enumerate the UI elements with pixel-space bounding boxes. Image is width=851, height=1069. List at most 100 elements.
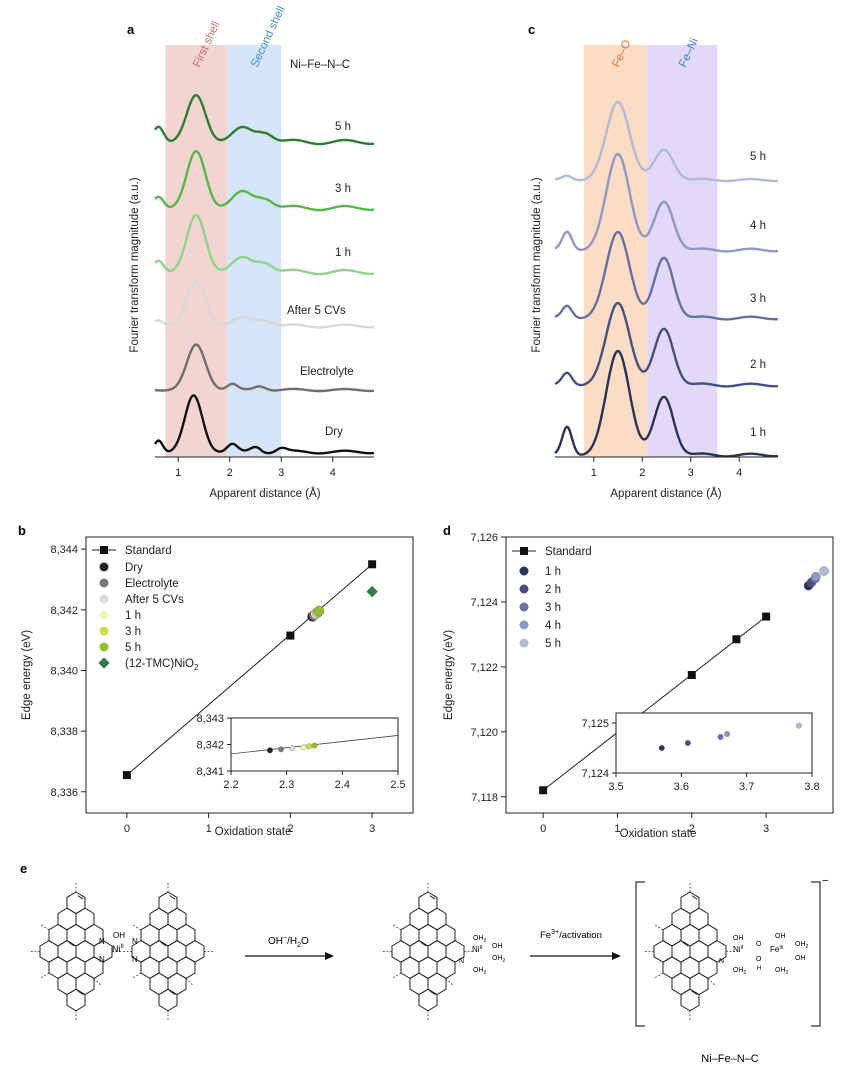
x-tick-label: 3 <box>688 467 694 479</box>
sample-point-4-h <box>811 571 821 582</box>
reference-point <box>366 585 378 598</box>
standard-point <box>687 671 696 679</box>
inset-sample-point <box>795 722 802 729</box>
ft-curve-1-h <box>154 214 375 276</box>
n-atom: N <box>99 955 105 964</box>
standard-point <box>286 631 295 640</box>
x-tick-label: 0 <box>540 823 546 835</box>
legend-after-5cv: After 5 CVs <box>125 594 184 606</box>
inset-y-tick-label: 8,343 <box>196 713 224 725</box>
legend-marker-3h <box>519 602 529 612</box>
y-axis-label: Edge energy (eV) <box>21 630 33 720</box>
legend-marker-reference <box>98 657 110 669</box>
oh2-group: OH2 <box>473 967 487 976</box>
ft-curve-3-h <box>154 150 375 212</box>
legend-dry: Dry <box>125 562 143 574</box>
series-label-1h: 1 h <box>750 427 766 439</box>
inset-x-tick-label: 2.4 <box>335 779 350 791</box>
inset-x-tick-label: 3.6 <box>674 781 689 793</box>
series-label-after-5cv: After 5 CVs <box>287 305 346 317</box>
panel-a-label: a <box>127 22 135 37</box>
inset-y-tick-label: 8,342 <box>196 740 224 752</box>
inset-x-tick-label: 3.7 <box>739 781 754 793</box>
legend-marker-standard <box>520 547 528 555</box>
y-tick-label: 8,340 <box>50 665 78 677</box>
n-atom: N <box>99 937 105 946</box>
y-axis-label: Fourier transform magnitude (a.u.) <box>129 177 141 352</box>
inset-sample-point <box>267 747 273 754</box>
ni-fe-n-c-structure: − OH NiII O O H FeIII OH OH2 OH OH2 OH2 … <box>635 875 828 1065</box>
panel-d-label: d <box>443 523 451 538</box>
y-tick-label: 7,118 <box>471 792 498 804</box>
inset-x-tick-label: 3.8 <box>804 781 819 793</box>
inset-y-tick-label: 8,341 <box>196 766 224 778</box>
inset-x-tick-label: 2.3 <box>279 779 294 791</box>
series-label-2h: 2 h <box>750 359 766 371</box>
o-atom: O <box>756 956 762 963</box>
standard-fit-line <box>542 616 767 791</box>
legend-marker-4h <box>519 620 529 630</box>
panel-d-chart: d 0 1 2 3 7,118 7,120 7,122 7,124 7,126 Standard… <box>443 523 834 840</box>
inset-sample-point <box>300 744 307 751</box>
oh2-group: OH2 <box>733 967 747 976</box>
ft-curve-3-h <box>554 230 779 321</box>
ft-curve-4-h <box>554 152 779 253</box>
legend-electrolyte: Electrolyte <box>125 578 179 590</box>
oh-group: OH <box>492 943 503 950</box>
inset-sample-point <box>658 745 665 751</box>
legend-marker-2h <box>519 584 529 594</box>
x-axis-label: Apparent distance (Å) <box>610 487 721 500</box>
legend-marker-dry <box>99 562 109 572</box>
standard-point <box>539 786 548 795</box>
oh2-group: OH2 <box>473 935 487 944</box>
panel-e-scheme: e OH NiII N N N N OH−/H2O OH2 NiII OH OH… <box>20 861 828 1065</box>
series-label-3h: 3 h <box>335 183 351 195</box>
legend-marker-3h <box>99 626 109 636</box>
inset-sample-point <box>278 746 285 753</box>
legend-5h: 5 h <box>545 638 561 650</box>
ni-n4-structure: OH NiII N N N N <box>30 882 214 1021</box>
panel-a-chart: a First shell Second shell Ni–Fe–N–C 5 h… <box>127 5 375 500</box>
n-atom: N <box>459 958 464 965</box>
legend-reference: (12-TMC)NiO2 <box>125 658 199 672</box>
x-tick-label: 3 <box>278 467 284 479</box>
oh2-group: OH2 <box>775 967 789 976</box>
reaction-arrow-2: Fe3+/activation <box>530 929 621 960</box>
sample-point-5-h <box>313 605 325 617</box>
y-tick-label: 8,338 <box>50 726 78 738</box>
y-tick-label: 8,342 <box>50 605 78 617</box>
n-atom: N <box>132 955 138 964</box>
x-tick-label: 2 <box>639 467 645 479</box>
y-tick-label: 8,344 <box>50 544 78 556</box>
inset-sample-point <box>724 731 731 737</box>
ni-atom: NiII <box>112 944 124 954</box>
inset-x-tick-label: 3.5 <box>608 781 623 793</box>
x-tick-label: 1 <box>614 823 620 835</box>
y-axis-label: Edge energy (eV) <box>443 630 455 720</box>
x-axis-label: Apparent distance (Å) <box>209 487 320 500</box>
panel-b-label: b <box>18 523 26 538</box>
oh-group: OH <box>113 931 125 940</box>
panel-b-chart: b 0 1 2 3 8,336 8,338 8,340 8,342 8,344 Standard… <box>18 523 414 838</box>
inset-y-tick-label: 7,124 <box>581 768 609 780</box>
ft-curve-dry <box>153 394 375 455</box>
fe-o-region <box>584 45 648 457</box>
oh-group: OH <box>733 935 744 942</box>
standard-point <box>368 560 377 569</box>
plot-frame <box>505 536 834 814</box>
x-tick-label: 2 <box>287 823 293 835</box>
x-tick-label: 2 <box>227 467 233 479</box>
ni-atom: NiII <box>472 945 482 954</box>
y-tick-label: 8,336 <box>50 787 78 799</box>
ft-curve-5-h <box>154 94 375 146</box>
series-label-dry: Dry <box>325 426 343 438</box>
legend-5h: 5 h <box>125 642 141 654</box>
standard-point <box>762 612 771 621</box>
series-label-5h: 5 h <box>335 121 351 133</box>
arrow2-label: Fe3+/activation <box>540 929 602 941</box>
right-bracket <box>811 881 821 1027</box>
plot-frame <box>85 536 414 814</box>
inset-sample-point <box>717 734 724 740</box>
y-tick-label: 7,126 <box>470 532 498 544</box>
charge-label: − <box>822 875 828 887</box>
